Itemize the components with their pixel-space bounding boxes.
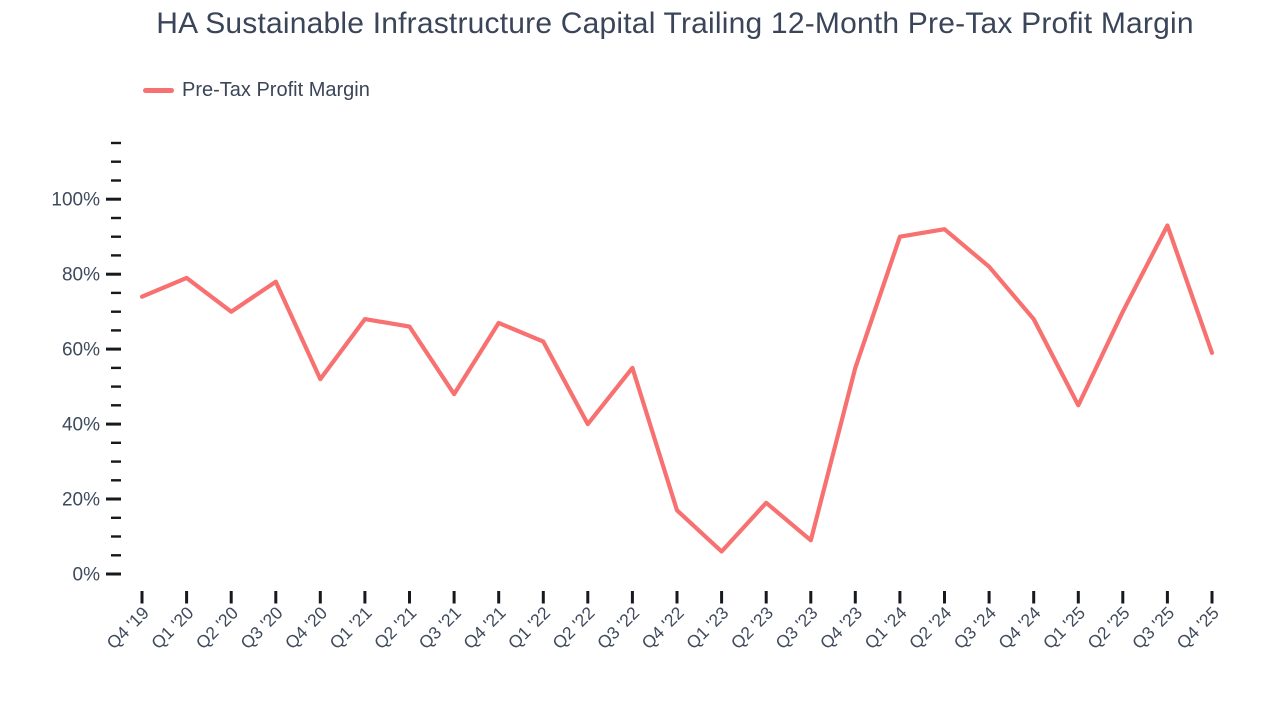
x-axis-label: Q3 '20 [236, 602, 286, 652]
x-axis-label: Q3 '25 [1128, 603, 1178, 653]
x-axis-label: Q2 '21 [370, 603, 420, 653]
x-axis-label: Q4 '22 [638, 603, 688, 653]
x-axis-label: Q4 '24 [994, 602, 1044, 652]
pre-tax-profit-margin-line[interactable] [139, 223, 1215, 554]
x-axis-label: Q2 '24 [905, 602, 955, 652]
x-axis-label: Q3 '22 [593, 603, 643, 653]
x-axis-label: Q3 '21 [415, 603, 465, 653]
x-axis-label: Q3 '24 [950, 602, 1000, 652]
x-axis-label: Q1 '21 [326, 603, 376, 653]
y-axis-label: 80% [62, 265, 100, 286]
legend-label: Pre-Tax Profit Margin [182, 79, 370, 101]
y-axis-label: 40% [62, 415, 100, 436]
x-axis-label: Q2 '20 [192, 602, 242, 652]
x-axis-label: Q4 '19 [103, 603, 153, 653]
y-axis-label: 0% [73, 565, 101, 586]
x-axis-label: Q1 '25 [1039, 603, 1089, 653]
x-axis-label: Q4 '21 [459, 603, 509, 653]
x-axis-label: Q3 '23 [771, 603, 821, 653]
x-axis-label: Q4 '23 [816, 603, 866, 653]
x-axis-label: Q4 '20 [281, 602, 331, 652]
y-axis-label: 100% [51, 190, 100, 211]
x-axis-label: Q1 '22 [504, 603, 554, 653]
y-axis-label: 60% [62, 340, 100, 361]
x-axis-label: Q2 '22 [548, 603, 598, 653]
chart-title: HA Sustainable Infrastructure Capital Tr… [156, 7, 1194, 40]
x-axis-label: Q4 '25 [1173, 603, 1223, 653]
legend: Pre-Tax Profit Margin [143, 79, 370, 102]
x-axis-label: Q1 '23 [682, 603, 732, 653]
legend-line-marker [143, 88, 174, 93]
x-axis-label: Q1 '20 [147, 602, 197, 652]
x-axis-label: Q1 '24 [861, 602, 911, 652]
legend-item-pre-tax-profit-margin[interactable]: Pre-Tax Profit Margin [143, 79, 370, 102]
y-axis-label: 20% [62, 490, 100, 511]
x-axis-label: Q2 '25 [1083, 603, 1133, 653]
x-axis-label: Q2 '23 [727, 603, 777, 653]
